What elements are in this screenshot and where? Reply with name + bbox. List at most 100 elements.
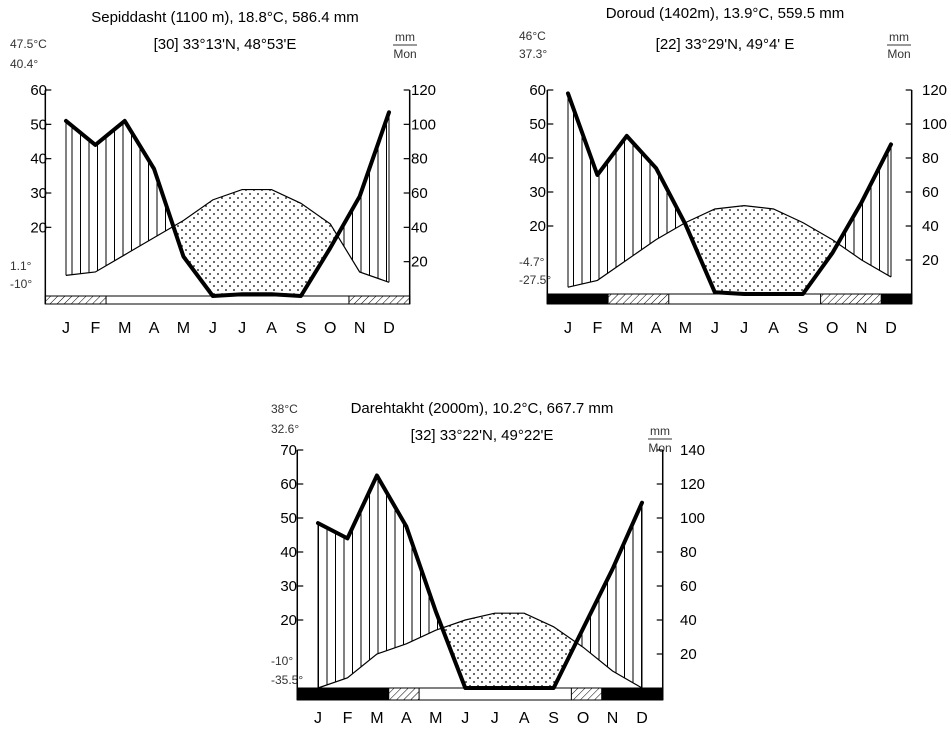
temp-tick-label: 40 — [280, 544, 297, 561]
temp-tick-label: 60 — [280, 476, 297, 493]
mean-max-label: 37.3° — [519, 47, 547, 61]
month-label: M — [370, 710, 383, 727]
precip-tick-label: 80 — [680, 544, 697, 561]
precip-tick-label: 80 — [411, 151, 428, 168]
month-label: S — [296, 320, 307, 337]
arid-region — [300, 203, 331, 296]
month-label: F — [343, 710, 353, 727]
precip-tick-label: 60 — [411, 185, 428, 202]
arid-region — [271, 189, 301, 296]
frost-probable-segment — [348, 295, 411, 305]
arid-region — [802, 222, 833, 294]
precip-tick-label: 140 — [680, 442, 705, 459]
precip-tick-label: 60 — [680, 578, 697, 595]
unit-mon-label: Mon — [648, 441, 671, 455]
month-label: J — [491, 710, 499, 727]
station-coordinates: [32] 33°22'N, 49°22'E — [411, 427, 554, 444]
mean-min-label: 1.1° — [10, 259, 32, 273]
unit-mm-label: mm — [395, 30, 415, 44]
temp-tick-label: 20 — [30, 219, 47, 236]
precip-tick-label: 40 — [411, 219, 428, 236]
humid-region — [626, 135, 657, 260]
humid-region — [597, 135, 627, 281]
extreme-min-label: -10° — [10, 277, 32, 291]
temp-tick-label: 70 — [280, 442, 297, 459]
frost-probable-segment — [388, 687, 420, 701]
temp-tick-label: 50 — [30, 116, 47, 133]
temp-tick-label: 20 — [529, 218, 546, 235]
frost-certain-segment — [296, 687, 390, 701]
extreme-max-label: 46°C — [519, 29, 546, 43]
precip-tick-label: 120 — [680, 476, 705, 493]
month-label: F — [592, 320, 602, 337]
precip-tick-label: 100 — [411, 116, 436, 133]
extreme-max-label: 47.5°C — [10, 37, 47, 51]
temp-tick-label: 30 — [280, 578, 297, 595]
month-label: N — [856, 320, 868, 337]
extreme-min-label: -27.5° — [519, 273, 551, 287]
humid-region — [583, 569, 613, 671]
station-title: Sepiddasht (1100 m), 18.8°C, 586.4 mm — [91, 9, 359, 26]
unit-mm-label: mm — [889, 30, 909, 44]
arid-region — [714, 205, 745, 294]
frost-probable-segment — [607, 293, 670, 305]
month-label: M — [679, 320, 692, 337]
temp-tick-label: 30 — [529, 184, 546, 201]
humid-region — [861, 144, 891, 277]
arid-region — [212, 189, 243, 296]
precipitation-line — [64, 110, 391, 298]
arid-region — [494, 613, 525, 688]
precip-tick-label: 80 — [922, 150, 939, 167]
frost-bar — [44, 295, 411, 305]
arid-region — [242, 189, 272, 295]
arid-region — [465, 613, 495, 688]
month-label: O — [577, 710, 589, 727]
month-label: N — [607, 710, 619, 727]
mean-max-label: 40.4° — [10, 57, 38, 71]
station-coordinates: [30] 33°13'N, 48°53'E — [154, 36, 297, 53]
frost-bar — [546, 293, 913, 305]
precipitation-line — [566, 91, 893, 296]
precip-tick-label: 40 — [680, 612, 697, 629]
precip-tick-label: 40 — [922, 218, 939, 235]
climate-diagram-3: Darehtakht (2000m), 10.2°C, 667.7 mm [32]… — [271, 400, 705, 727]
month-label: J — [564, 320, 572, 337]
humid-region — [95, 120, 125, 272]
month-label: A — [519, 710, 530, 727]
month-label: J — [238, 320, 246, 337]
humid-region — [406, 526, 436, 644]
humid-region — [66, 120, 96, 276]
humid-region — [376, 475, 407, 654]
precip-tick-label: 120 — [922, 82, 947, 99]
month-label: S — [548, 710, 559, 727]
precipitation-line — [316, 473, 644, 690]
fill-regions — [318, 475, 642, 688]
precip-tick-label: 20 — [922, 252, 939, 269]
month-label: J — [314, 710, 322, 727]
precip-tick-label: 20 — [411, 254, 428, 271]
frost-probable-segment — [44, 295, 107, 305]
mean-min-label: -10° — [271, 654, 293, 668]
month-label: J — [740, 320, 748, 337]
humid-region — [318, 523, 348, 688]
station-coordinates: [22] 33°29'N, 49°4' E — [656, 36, 795, 53]
month-label: D — [885, 320, 897, 337]
temp-tick-label: 40 — [30, 151, 47, 168]
climate-diagram-2: Doroud (1402m), 13.9°C, 559.5 mm [22] 33°… — [519, 5, 947, 337]
month-label: D — [383, 320, 395, 337]
mean-min-label: -4.7° — [519, 255, 545, 269]
temp-tick-label: 20 — [280, 612, 297, 629]
month-label: S — [798, 320, 809, 337]
temp-tick-label: 40 — [529, 150, 546, 167]
precip-tick-label: 100 — [680, 510, 705, 527]
temp-tick-label: 60 — [529, 82, 546, 99]
station-title: Darehtakht (2000m), 10.2°C, 667.7 mm — [351, 400, 614, 417]
frost-probable-segment — [570, 687, 603, 701]
month-label: A — [401, 710, 412, 727]
temp-tick-label: 50 — [529, 116, 546, 133]
month-label: A — [149, 320, 160, 337]
month-label: J — [62, 320, 70, 337]
month-label: J — [711, 320, 719, 337]
month-label: A — [768, 320, 779, 337]
month-label: M — [177, 320, 190, 337]
